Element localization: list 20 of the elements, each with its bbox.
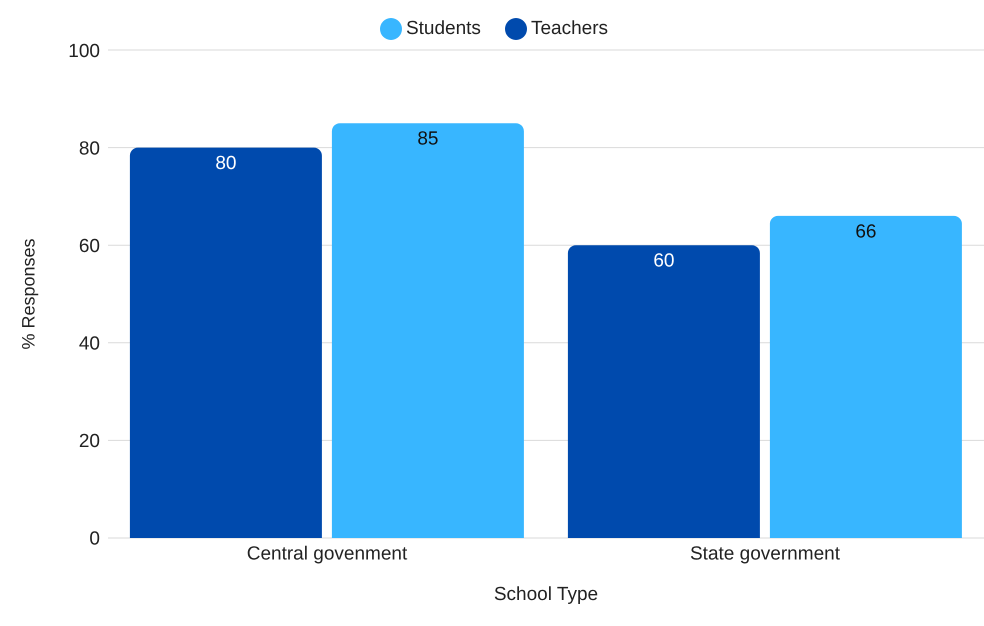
x-tick-label: State government — [690, 543, 841, 564]
x-tick-label: Central govenment — [246, 543, 408, 564]
bar — [568, 245, 760, 538]
y-tick-label: 80 — [78, 138, 100, 160]
y-tick-label: 100 — [68, 40, 100, 62]
data-label: 66 — [855, 221, 876, 242]
y-tick-label: 0 — [89, 528, 100, 550]
bar — [332, 123, 524, 538]
data-label: 60 — [653, 250, 674, 272]
legend-label: Students — [406, 18, 481, 40]
bar — [770, 216, 962, 538]
y-tick-label: 20 — [78, 431, 100, 452]
y-tick-label: 40 — [78, 334, 100, 355]
y-axis-title: % Responses — [18, 238, 38, 350]
data-label: 80 — [215, 153, 236, 174]
legend-label: Teachers — [530, 18, 608, 40]
x-axis-title: School Type — [494, 584, 598, 605]
y-tick-label: 60 — [78, 236, 100, 257]
bar — [130, 148, 322, 538]
data-label: 85 — [417, 128, 438, 150]
